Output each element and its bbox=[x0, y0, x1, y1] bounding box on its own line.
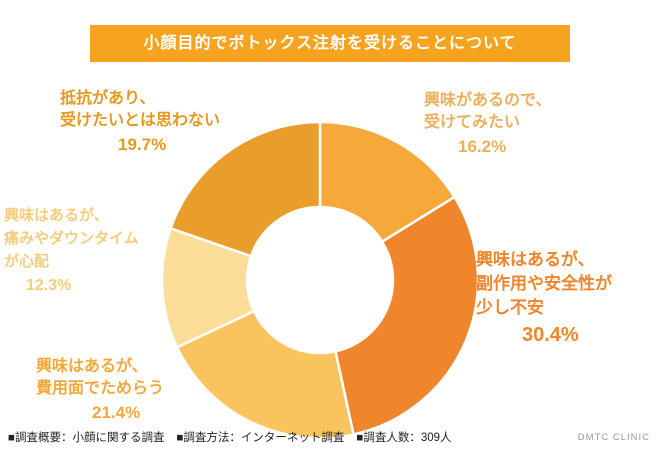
label-safety: 興味はあるが、 副作用や安全性が 少し不安 30.4% bbox=[476, 248, 612, 347]
label-line: 興味はあるが、 bbox=[36, 358, 148, 375]
page-title: 小顔目的でボトックス注射を受けることについて bbox=[90, 25, 570, 62]
survey-meta-item: ■調査人数：309人 bbox=[356, 432, 452, 444]
brand-logo: DMTC CLINIC bbox=[577, 432, 650, 443]
label-pct: 19.7% bbox=[118, 135, 167, 154]
label-line: 副作用や安全性が bbox=[476, 274, 612, 293]
survey-meta: ■調査概要：小顔に関する調査 ■調査方法：インターネット調査 ■調査人数：309人 bbox=[8, 429, 464, 445]
label-line: 少し不安 bbox=[476, 298, 544, 317]
label-line: 受けてみたい bbox=[424, 114, 521, 131]
label-line: 興味はあるが、 bbox=[476, 250, 595, 269]
label-line: 痛みやダウンタイム bbox=[4, 230, 139, 247]
label-cost: 興味はあるが、 費用面でためらう 21.4% bbox=[36, 356, 164, 424]
donut-chart-svg bbox=[160, 120, 480, 440]
donut-segment bbox=[169, 120, 322, 258]
survey-meta-item: ■調査概要：小顔に関する調査 bbox=[8, 432, 165, 444]
donut-segment bbox=[318, 120, 456, 243]
footer: ■調査概要：小顔に関する調査 ■調査方法：インターネット調査 ■調査人数：309人 … bbox=[0, 426, 660, 450]
label-line: 興味はあるが、 bbox=[4, 207, 109, 224]
label-pct: 30.4% bbox=[522, 324, 579, 346]
label-pain: 興味はあるが、 痛みやダウンタイム が心配 12.3% bbox=[4, 204, 139, 297]
label-line: 興味があるので、 bbox=[424, 92, 552, 109]
label-pct: 16.2% bbox=[458, 137, 507, 156]
donut-segment bbox=[334, 195, 480, 436]
survey-meta-item: ■調査方法：インターネット調査 bbox=[176, 432, 345, 444]
label-resist: 抵抗があり、 受けたいとは思わない 19.7% bbox=[60, 88, 220, 156]
label-line: 費用面でためらう bbox=[36, 380, 165, 397]
label-pct: 12.3% bbox=[26, 277, 72, 294]
label-pct: 21.4% bbox=[92, 403, 141, 422]
label-line: 受けたいとは思わない bbox=[60, 112, 221, 129]
label-line: 抵抗があり、 bbox=[60, 90, 156, 107]
label-try: 興味があるので、 受けてみたい 16.2% bbox=[424, 90, 551, 158]
label-line: が心配 bbox=[4, 253, 50, 270]
donut-segment bbox=[175, 309, 355, 440]
